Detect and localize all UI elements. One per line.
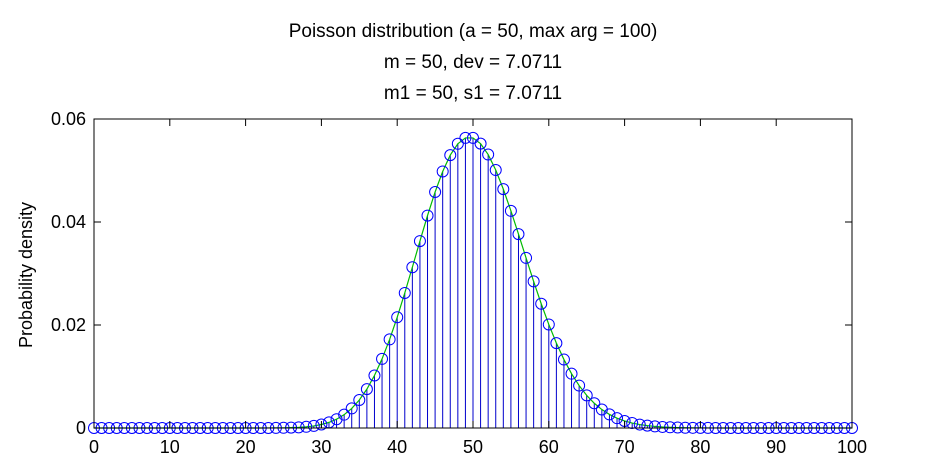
- data-point: [383, 333, 396, 346]
- stem-lines: [207, 137, 815, 428]
- data-point: [451, 137, 464, 150]
- x-tick-label: 90: [766, 437, 786, 457]
- title-line-1: Poisson distribution (a = 50, max arg = …: [289, 21, 658, 42]
- data-point: [664, 421, 677, 434]
- data-point: [474, 137, 487, 150]
- data-point: [330, 413, 343, 426]
- title-line-3: m1 = 50, s1 = 7.0711: [384, 83, 562, 104]
- data-point: [512, 228, 525, 241]
- data-point: [497, 183, 510, 196]
- y-tick-label: 0.06: [51, 109, 86, 129]
- y-tick-label: 0.02: [51, 315, 86, 335]
- data-point: [467, 131, 479, 144]
- data-point: [633, 418, 646, 431]
- data-point: [413, 235, 426, 248]
- data-point: [292, 421, 305, 434]
- data-point: [307, 419, 320, 432]
- data-point: [580, 389, 593, 402]
- data-point: [300, 420, 313, 433]
- data-point: [626, 417, 639, 430]
- data-point: [429, 185, 442, 198]
- data-point: [527, 275, 540, 288]
- data-markers: [88, 131, 858, 434]
- data-point: [368, 369, 381, 382]
- x-tick-label: 20: [236, 437, 256, 457]
- data-point: [489, 164, 502, 177]
- y-axis-ticks: 0 0.02 0.04 0.06: [51, 109, 852, 438]
- data-point: [391, 311, 404, 324]
- data-point: [459, 131, 472, 144]
- data-point: [611, 412, 624, 425]
- data-point: [542, 318, 555, 331]
- data-point: [376, 352, 389, 365]
- data-point: [656, 420, 669, 433]
- x-axis-ticks: 0 10 20 30 40 50 60 70 80 90 100: [89, 119, 867, 457]
- x-tick-label: 40: [387, 437, 407, 457]
- y-tick-label: 0: [76, 418, 86, 438]
- data-point: [398, 286, 411, 299]
- data-point: [406, 261, 419, 274]
- data-point: [353, 394, 366, 407]
- data-point: [338, 408, 351, 421]
- data-point: [573, 379, 586, 392]
- data-point: [436, 165, 449, 178]
- x-tick-label: 60: [539, 437, 559, 457]
- title-line-2: m = 50, dev = 7.0711: [384, 52, 562, 73]
- data-point: [550, 337, 563, 350]
- data-point: [360, 383, 373, 396]
- x-tick-label: 100: [837, 437, 867, 457]
- x-tick-label: 30: [311, 437, 331, 457]
- data-point: [315, 418, 328, 431]
- data-point: [603, 408, 616, 421]
- x-tick-label: 0: [89, 437, 99, 457]
- x-tick-label: 70: [615, 437, 635, 457]
- data-point: [482, 148, 495, 161]
- data-point: [641, 419, 654, 432]
- data-point: [648, 420, 661, 433]
- data-point: [520, 251, 533, 264]
- x-tick-label: 50: [463, 437, 483, 457]
- x-tick-label: 10: [160, 437, 180, 457]
- data-point: [557, 353, 570, 366]
- data-point: [565, 367, 578, 380]
- data-point: [444, 149, 457, 162]
- chart-title: Poisson distribution (a = 50, max arg = …: [289, 21, 658, 104]
- data-point: [345, 402, 358, 415]
- data-point: [588, 397, 601, 410]
- y-axis-label: Probability density: [16, 202, 36, 348]
- data-point: [535, 297, 548, 310]
- x-tick-label: 80: [690, 437, 710, 457]
- y-tick-label: 0.04: [51, 212, 86, 232]
- data-point: [504, 204, 517, 217]
- data-point: [421, 209, 434, 222]
